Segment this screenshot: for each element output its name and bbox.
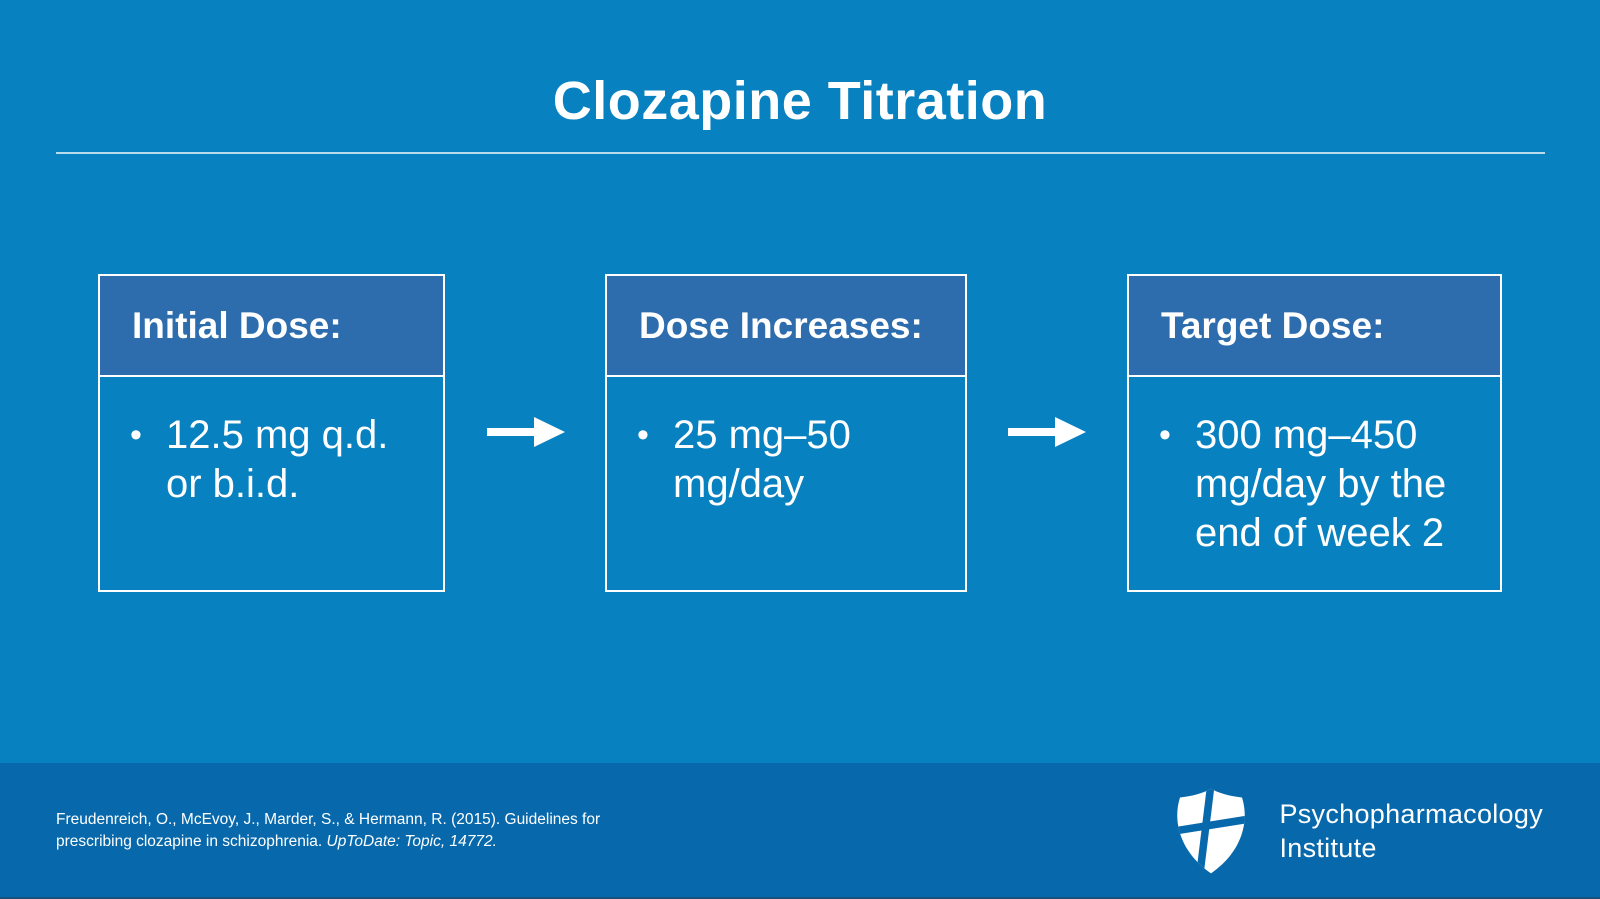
brand-logo: Psychopharmacology Institute: [1169, 787, 1543, 875]
shield-cross-icon: [1169, 787, 1253, 875]
citation-line2-plain: prescribing clozapine in schizophrenia.: [56, 833, 327, 850]
page-title: Clozapine Titration: [552, 71, 1048, 131]
bullet-dot: •: [130, 416, 142, 454]
step-header-label: Dose Increases:: [639, 304, 923, 346]
step-header-label: Initial Dose:: [132, 304, 342, 346]
step-bullet-text: 12.5 mg q.d. or b.i.d.: [166, 413, 389, 506]
citation-source: UpToDate: Topic, 14772: [326, 833, 493, 850]
step-body: • 300 mg–450 mg/day by the end of week 2: [1129, 377, 1500, 558]
step-body: • 12.5 mg q.d. or b.i.d.: [100, 377, 443, 509]
bullet-dot: •: [1159, 416, 1171, 454]
arrow-right-icon: [487, 414, 565, 450]
step-box-dose-increases: Dose Increases: • 25 mg–50 mg/day: [605, 274, 967, 592]
brand-name-line2: Institute: [1279, 833, 1377, 863]
step-bullet-text: 300 mg–450 mg/day by the end of week 2: [1195, 413, 1447, 555]
step-header-label: Target Dose:: [1161, 304, 1385, 346]
brand-name: Psychopharmacology Institute: [1279, 797, 1543, 865]
arrow-right-icon: [1008, 414, 1086, 450]
citation-line1: Freudenreich, O., McEvoy, J., Marder, S.…: [56, 811, 601, 828]
step-header: Target Dose:: [1129, 276, 1500, 377]
step-bullet-text: 25 mg–50 mg/day: [673, 413, 851, 506]
step-box-target-dose: Target Dose: • 300 mg–450 mg/day by the …: [1127, 274, 1502, 592]
footer-band: Freudenreich, O., McEvoy, J., Marder, S.…: [0, 763, 1600, 899]
bottom-edge-line: [0, 897, 1600, 899]
step-header: Initial Dose:: [100, 276, 443, 377]
step-body: • 25 mg–50 mg/day: [607, 377, 965, 509]
title-underline: [56, 152, 1545, 154]
brand-name-line1: Psychopharmacology: [1279, 799, 1543, 829]
citation: Freudenreich, O., McEvoy, J., Marder, S.…: [56, 809, 600, 853]
bullet-dot: •: [637, 416, 649, 454]
citation-period: .: [492, 833, 497, 850]
step-box-initial-dose: Initial Dose: • 12.5 mg q.d. or b.i.d.: [98, 274, 445, 592]
step-header: Dose Increases:: [607, 276, 965, 377]
